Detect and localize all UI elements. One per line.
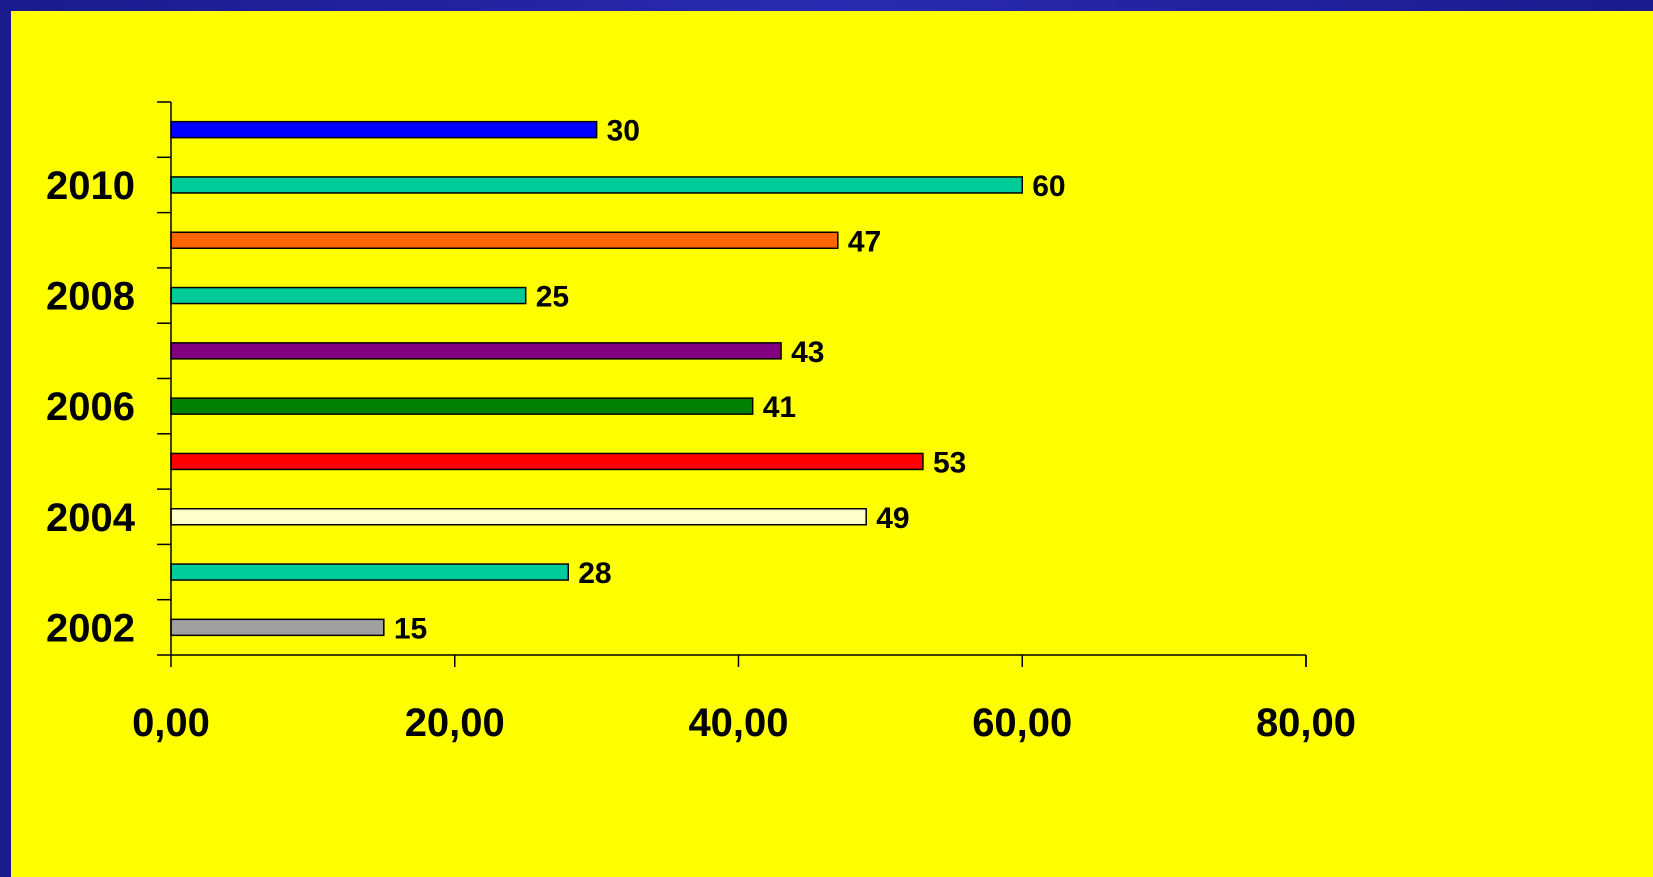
data-label: 28 xyxy=(578,557,611,590)
bar-group: 15 xyxy=(170,612,427,645)
y-tick-label: 2008 xyxy=(46,275,135,319)
x-tick-label: 40,00 xyxy=(688,701,788,745)
data-label: 15 xyxy=(394,612,427,645)
data-label: 47 xyxy=(848,225,881,258)
bar-group: 28 xyxy=(170,557,612,590)
x-axis-ticks: 0,00 20,00 40,00 60,00 80,00 xyxy=(132,655,1356,745)
y-tick-label: 2010 xyxy=(46,164,135,208)
x-tick-label: 0,00 xyxy=(132,701,210,745)
data-label: 53 xyxy=(933,446,966,479)
bar xyxy=(170,508,867,526)
bar xyxy=(170,397,754,415)
bar xyxy=(170,342,782,360)
data-label: 25 xyxy=(536,281,569,314)
data-label: 30 xyxy=(607,115,640,148)
bar-group: 47 xyxy=(170,225,881,258)
bar-group: 53 xyxy=(170,446,966,479)
bar xyxy=(170,231,839,249)
bar xyxy=(170,618,385,637)
y-tick-label: 2004 xyxy=(46,496,136,540)
bar xyxy=(170,452,924,471)
bar-group: 49 xyxy=(170,502,910,535)
bar-group: 60 xyxy=(170,170,1066,203)
x-tick-label: 60,00 xyxy=(972,701,1072,745)
bar xyxy=(170,120,598,139)
x-tick-label: 80,00 xyxy=(1256,701,1356,745)
bar xyxy=(170,176,1023,194)
bar-group: 43 xyxy=(170,336,824,369)
data-label: 49 xyxy=(876,502,909,535)
y-tick-label: 2006 xyxy=(46,385,135,429)
bar-group: 25 xyxy=(170,281,569,314)
bar-group: 41 xyxy=(170,391,796,424)
data-label: 41 xyxy=(763,391,796,424)
bar xyxy=(170,563,569,581)
bar-group: 30 xyxy=(170,115,640,148)
y-tick-label: 2002 xyxy=(46,606,135,650)
data-label: 43 xyxy=(791,336,824,369)
x-tick-label: 20,00 xyxy=(405,701,505,745)
chart-panel xyxy=(11,11,1653,877)
y-axis-ticks: 2002 2004 2006 2008 2010 xyxy=(46,101,171,656)
data-label: 60 xyxy=(1032,170,1065,203)
chart-marks: 15 28 49 53 41 43 25 47 60 30 xyxy=(170,115,1066,645)
bar xyxy=(170,286,527,305)
